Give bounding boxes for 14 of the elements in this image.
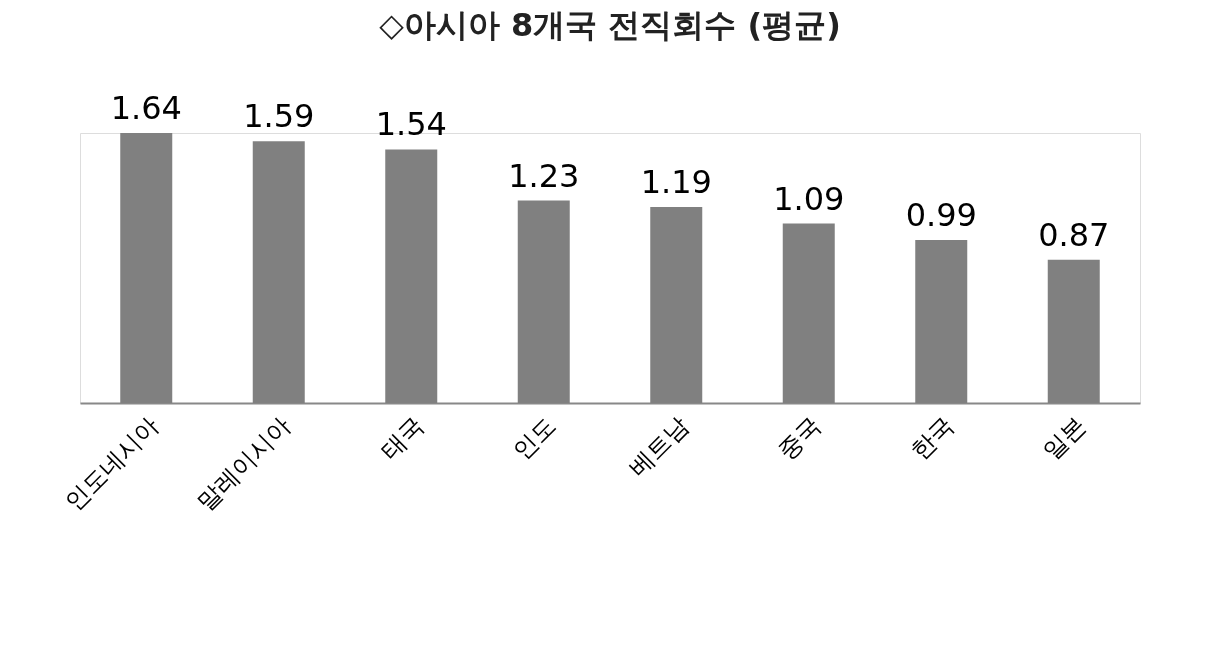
x-tick-label: 중국	[772, 411, 827, 466]
x-tick-label: 한국	[905, 411, 959, 466]
x-tick-label: 태국	[375, 411, 429, 466]
data-label: 1.54	[375, 105, 447, 144]
data-label: 0.99	[905, 196, 977, 235]
x-tick-label: 인도	[507, 411, 562, 466]
data-label: 1.23	[508, 156, 580, 195]
data-label: 0.87	[1038, 215, 1110, 254]
data-label: 1.59	[243, 97, 315, 136]
x-tick-label: 일본	[1037, 411, 1092, 466]
data-label: 1.09	[773, 179, 845, 218]
data-label: 1.19	[640, 163, 712, 202]
chart-title: ◇아시아 8개국 전직회수 (평균)	[379, 6, 841, 44]
data-label: 1.64	[110, 89, 182, 127]
